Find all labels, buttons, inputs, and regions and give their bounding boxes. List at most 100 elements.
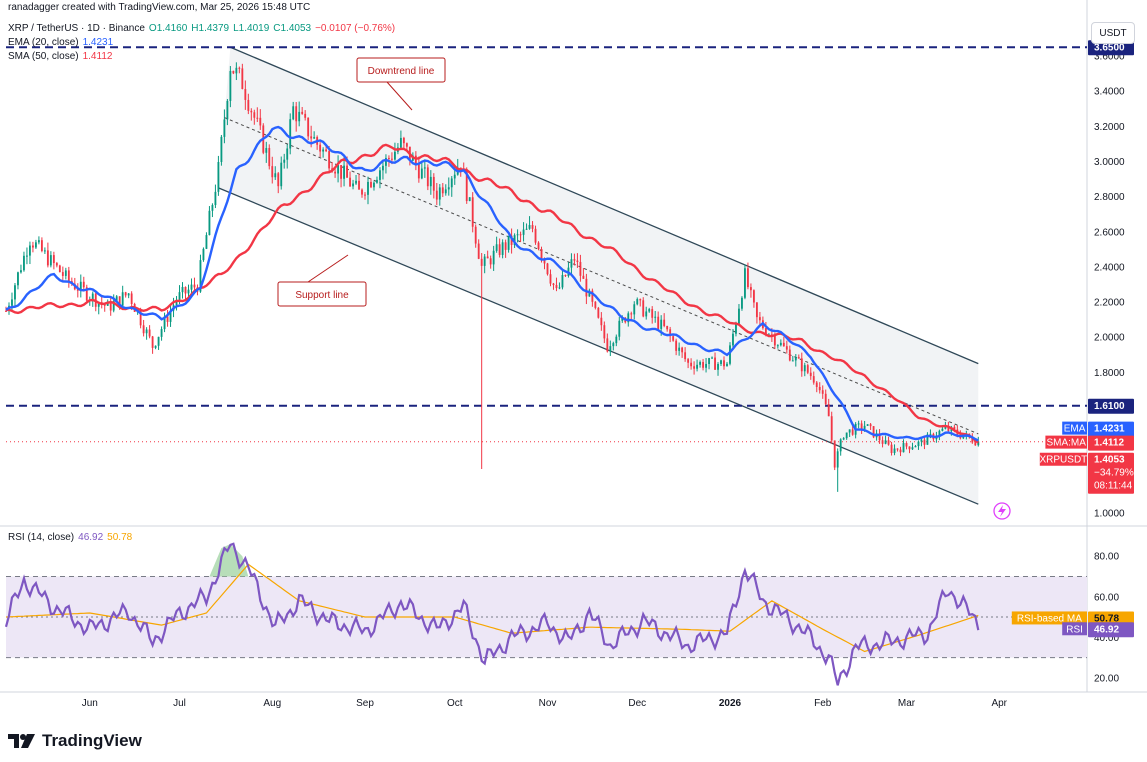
chart-legend: XRP / TetherUS · 1D · Binance O1.4160 H1… bbox=[8, 22, 395, 64]
candle-body bbox=[651, 309, 654, 318]
rsi-tick-label: 80.00 bbox=[1094, 552, 1119, 563]
candle bbox=[842, 437, 845, 441]
moving-averages bbox=[5, 125, 980, 444]
candle-body bbox=[720, 360, 722, 364]
candle-body bbox=[450, 178, 453, 188]
candle bbox=[241, 63, 244, 90]
candle bbox=[61, 266, 64, 282]
candle-body bbox=[914, 446, 917, 448]
candle-body bbox=[750, 287, 752, 291]
candle bbox=[23, 251, 25, 272]
symbol-title[interactable]: XRP / TetherUS · 1D · Binance bbox=[8, 23, 145, 34]
candle-body bbox=[64, 270, 67, 276]
price-tick-label: 3.4000 bbox=[1094, 87, 1125, 98]
candle-body bbox=[157, 336, 160, 346]
candle bbox=[58, 264, 61, 273]
candle-body bbox=[145, 329, 148, 334]
candle-body bbox=[229, 70, 232, 101]
candle bbox=[55, 261, 58, 268]
candle-body bbox=[938, 430, 941, 437]
candle-body bbox=[908, 446, 911, 450]
candle-body bbox=[872, 426, 875, 438]
candle-body bbox=[241, 68, 244, 89]
candle bbox=[447, 177, 450, 196]
candle-body bbox=[779, 342, 782, 346]
candle-body bbox=[349, 177, 351, 187]
ema20-line bbox=[5, 125, 979, 442]
time-tick-sep: Sep bbox=[356, 698, 374, 709]
tag-rsi-ma-name-bg bbox=[1011, 611, 1087, 625]
candle-body bbox=[663, 319, 666, 326]
candle bbox=[755, 302, 758, 324]
candle-body bbox=[788, 349, 791, 361]
candle-body bbox=[809, 372, 812, 377]
candle bbox=[399, 130, 402, 150]
candle bbox=[220, 134, 223, 166]
candle-body bbox=[735, 323, 737, 334]
time-tick-apr: Apr bbox=[991, 698, 1007, 709]
rsi-legend-label[interactable]: RSI (14, close) bbox=[8, 532, 75, 543]
candle bbox=[495, 236, 498, 253]
candle bbox=[238, 66, 241, 74]
candle bbox=[806, 363, 809, 375]
candle-body bbox=[591, 290, 594, 302]
candle-body bbox=[226, 100, 229, 120]
candle bbox=[379, 167, 381, 189]
candle bbox=[20, 264, 22, 274]
candle-body bbox=[352, 183, 354, 187]
candle bbox=[471, 192, 474, 233]
candle-body bbox=[385, 157, 387, 166]
candle-body bbox=[307, 117, 310, 137]
candle bbox=[190, 278, 193, 294]
candle bbox=[226, 99, 229, 126]
candle-body bbox=[289, 119, 292, 149]
candle bbox=[247, 93, 250, 115]
channel-midline bbox=[224, 117, 979, 435]
candle bbox=[340, 165, 342, 188]
candle-body bbox=[911, 447, 914, 450]
candle-body bbox=[139, 311, 142, 326]
tag-ema: EMA 1.4231 bbox=[1062, 421, 1134, 437]
candle-body bbox=[803, 365, 806, 372]
ohlc-high: H1.4379 bbox=[191, 23, 230, 34]
candle bbox=[322, 147, 325, 158]
candle bbox=[651, 306, 654, 324]
candle-body bbox=[836, 451, 839, 468]
ema-legend-label[interactable]: EMA (20, close) bbox=[8, 37, 79, 48]
candle bbox=[860, 420, 863, 435]
candle bbox=[675, 338, 678, 356]
candle bbox=[367, 176, 369, 205]
tag-rsi-bg bbox=[1088, 622, 1134, 638]
candle-body bbox=[633, 304, 636, 315]
candle bbox=[896, 448, 899, 452]
candle-body bbox=[67, 270, 70, 282]
candle-body bbox=[752, 290, 755, 303]
candle-body bbox=[812, 376, 815, 383]
candle bbox=[741, 296, 743, 311]
currency-selector[interactable]: USDT bbox=[1091, 22, 1135, 44]
ema-legend-value: 1.4231 bbox=[82, 37, 114, 48]
candle bbox=[678, 342, 681, 356]
candle bbox=[79, 274, 82, 298]
candle bbox=[34, 239, 37, 249]
candle-body bbox=[690, 362, 693, 367]
candle bbox=[163, 312, 166, 333]
candle-body bbox=[531, 225, 534, 229]
candle bbox=[441, 182, 444, 198]
candle-body bbox=[612, 343, 615, 347]
candle bbox=[899, 446, 902, 457]
candle-body bbox=[702, 362, 704, 368]
candle bbox=[289, 113, 292, 155]
candle-body bbox=[358, 180, 360, 190]
candle bbox=[510, 228, 513, 254]
candle-body bbox=[675, 340, 678, 351]
candle bbox=[684, 347, 687, 362]
candle bbox=[370, 178, 372, 189]
candle-body bbox=[800, 358, 803, 372]
candle bbox=[690, 358, 693, 370]
sma-legend-label[interactable]: SMA (50, close) bbox=[8, 51, 79, 62]
candle-body bbox=[319, 144, 322, 152]
candle-body bbox=[618, 320, 621, 337]
candlesticks bbox=[5, 62, 980, 492]
